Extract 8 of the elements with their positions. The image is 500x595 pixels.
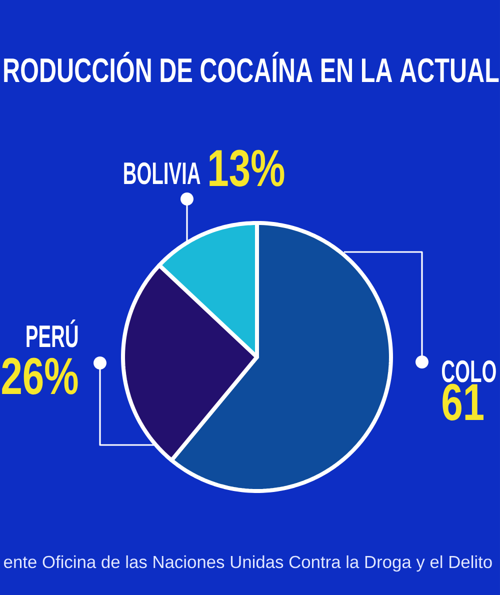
slice-label: COLO [442, 360, 496, 382]
data-label: 61 [442, 384, 484, 420]
text: ente Oficina de las Naciones Unidas Contra la Droga y el Delito [4, 555, 492, 572]
chart-title: RODUCCIÓN DE COCAÍNA EN LA ACTUAL [4, 52, 499, 82]
data-label: 13% [210, 150, 284, 187]
data-label: 26% [2, 358, 78, 394]
slice-label: BOLIVIA [124, 162, 200, 184]
slice-label: PERÚ [26, 320, 78, 348]
